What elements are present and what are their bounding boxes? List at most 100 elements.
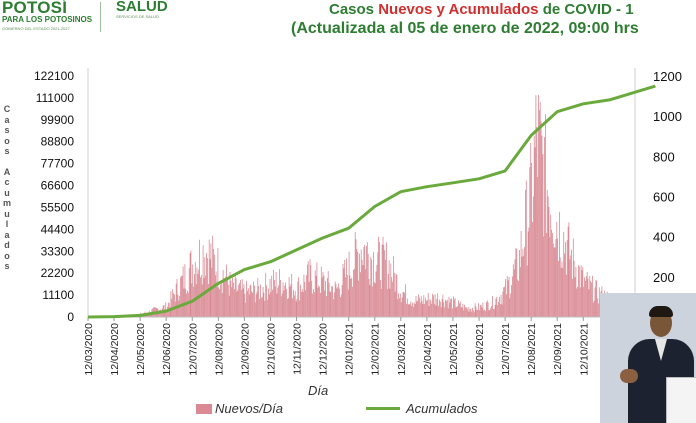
nuevos-bar [192,264,194,317]
nuevos-bar [343,268,345,317]
nuevos-bar [175,283,177,317]
nuevos-bar [573,260,575,317]
nuevos-bar [456,306,458,317]
nuevos-bar [379,241,380,317]
nuevos-bar [385,259,386,317]
nuevos-bar [413,306,414,317]
nuevos-bar [260,284,261,317]
nuevos-bar [476,309,478,317]
nuevos-bar [441,299,443,317]
nuevos-bar [260,297,262,317]
nuevos-bar [420,296,422,317]
legend-acumulados-label: Acumulados [406,401,478,416]
x-tick-label: 12/04/2021 [422,323,434,376]
nuevos-bar [565,274,567,317]
nuevos-bar [592,302,594,317]
nuevos-bar [539,110,540,317]
nuevos-bar [259,298,260,317]
nuevos-bar [494,304,496,317]
nuevos-bar [205,275,207,317]
nuevos-bar [257,278,259,317]
y-right-tick-label: 800 [653,149,675,164]
nuevos-bar [376,264,378,317]
nuevos-bar [448,296,450,317]
nuevos-bar [187,292,189,317]
nuevos-bar [219,289,220,317]
nuevos-bar [457,306,459,317]
nuevos-bar [286,288,287,317]
nuevos-bar [587,278,589,317]
nuevos-bar [300,291,302,317]
nuevos-bar [245,302,247,317]
nuevos-bar [181,275,183,317]
nuevos-bar [424,303,426,317]
nuevos-bar [564,253,565,317]
nuevos-bar [328,282,330,317]
nuevos-bar [314,270,316,317]
nuevos-bar [579,287,581,317]
nuevos-bar [233,282,234,317]
nuevos-bar [291,274,293,317]
nuevos-bar [594,287,596,317]
nuevos-bar [189,252,191,317]
nuevos-bar [442,294,444,317]
nuevos-bar [531,162,532,317]
nuevos-bar [507,280,509,317]
nuevos-bar [241,279,243,317]
nuevos-bar [539,102,541,317]
nuevos-bar [317,287,319,317]
nuevos-bar [342,264,344,317]
nuevos-bar [585,280,586,317]
nuevos-bar [247,288,249,317]
nuevos-bar [540,121,542,318]
nuevos-bar [382,236,384,317]
nuevos-bar [370,256,372,317]
nuevos-bar [519,267,521,317]
nuevos-bar [220,280,222,317]
nuevos-bar [239,282,240,317]
nuevos-bar [306,275,307,317]
nuevos-bar [363,247,365,317]
nuevos-bar [308,281,310,317]
nuevos-bar [282,282,284,317]
nuevos-bar [553,247,555,317]
nuevos-bar [567,226,569,317]
nuevos-bar [395,273,397,317]
nuevos-bar [215,271,217,317]
title-red-part: Nuevos y Acumulados [378,1,539,18]
nuevos-bar [583,286,585,317]
nuevos-bar [365,268,366,317]
nuevos-bar [356,249,358,317]
nuevos-bar [446,301,447,317]
nuevos-bar [364,245,366,317]
nuevos-bar [316,262,318,317]
nuevos-bar [172,289,174,317]
nuevos-bar [381,244,383,317]
nuevos-bar [508,277,510,317]
axes-group [87,68,636,318]
nuevos-bar [447,308,449,317]
nuevos-bar [519,249,520,317]
nuevos-bar [467,307,469,317]
y-right-tick-label: 1000 [653,109,682,124]
salud-logo: SALUD [116,0,168,15]
nuevos-bar [340,297,341,317]
nuevos-bar [176,279,178,317]
nuevos-bar [453,296,454,317]
nuevos-bar [568,222,570,317]
nuevos-bar [252,292,253,317]
nuevos-bar [534,147,536,317]
nuevos-bar [270,292,272,317]
nuevos-bar [516,249,518,317]
nuevos-bar [552,243,554,317]
nuevos-bar [433,303,435,317]
nuevos-bar [466,307,467,317]
nuevos-bar [439,301,441,317]
nuevos-bar [459,301,461,317]
nuevos-bar [374,283,376,317]
nuevos-bar [562,268,564,317]
nuevos-bar [367,253,369,317]
nuevos-bar [278,285,280,317]
x-tick-label: 12/03/2021 [396,323,408,376]
nuevos-bar [242,288,244,317]
